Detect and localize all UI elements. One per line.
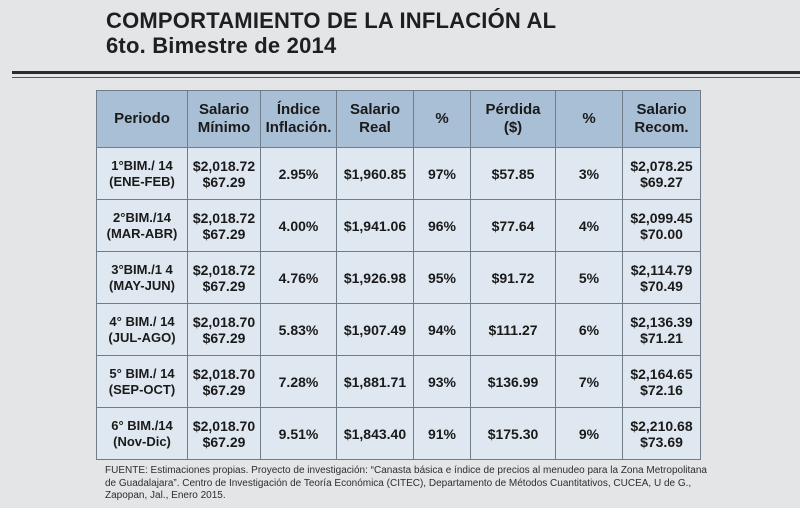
- cell-indice: 4.00%: [260, 199, 337, 252]
- cell-salario-real: $1,843.40: [336, 407, 414, 460]
- source-footnote: FUENTE: Estimaciones propias. Proyecto d…: [105, 465, 725, 503]
- cell-pct-real: 91%: [413, 407, 471, 460]
- cell-salario-recom: $2,136.39 $71.21: [622, 303, 701, 356]
- cell-salario-minimo: $2,018.70 $67.29: [187, 303, 261, 356]
- header-indice-inflacion: Índice Inflación.: [260, 90, 337, 148]
- cell-perdida: $111.27: [470, 303, 556, 356]
- cell-perdida: $91.72: [470, 251, 556, 304]
- cell-indice: 7.28%: [260, 355, 337, 408]
- header-periodo: Periodo: [96, 90, 188, 148]
- footnote-line-2: de Guadalajara”. Centro de Investigación…: [105, 477, 692, 489]
- cell-perdida: $175.30: [470, 407, 556, 460]
- cell-salario-minimo: $2,018.70 $67.29: [187, 407, 261, 460]
- header-pct-real: %: [413, 90, 471, 148]
- cell-pct-perdida: 9%: [555, 407, 623, 460]
- footnote-line-1: FUENTE: Estimaciones propias. Proyecto d…: [105, 465, 707, 476]
- cell-pct-perdida: 6%: [555, 303, 623, 356]
- cell-salario-recom: $2,164.65 $72.16: [622, 355, 701, 408]
- cell-indice: 5.83%: [260, 303, 337, 356]
- cell-salario-recom: $2,078.25 $69.27: [622, 147, 701, 200]
- header-salario-recom: Salario Recom.: [622, 90, 701, 148]
- cell-salario-real: $1,907.49: [336, 303, 414, 356]
- cell-salario-recom: $2,114.79 $70.49: [622, 251, 701, 304]
- cell-pct-perdida: 7%: [555, 355, 623, 408]
- header-pct-perdida: %: [555, 90, 623, 148]
- cell-pct-real: 93%: [413, 355, 471, 408]
- cell-periodo: 4° BIM./ 14 (JUL-AGO): [96, 303, 188, 356]
- cell-pct-real: 97%: [413, 147, 471, 200]
- cell-salario-real: $1,960.85: [336, 147, 414, 200]
- table-row: 5° BIM./ 14 (SEP-OCT) $2,018.70 $67.29 7.2…: [96, 355, 701, 408]
- cell-indice: 2.95%: [260, 147, 337, 200]
- cell-salario-real: $1,926.98: [336, 251, 414, 304]
- table-row: 4° BIM./ 14 (JUL-AGO) $2,018.70 $67.29 5.8…: [96, 303, 701, 356]
- cell-pct-perdida: 4%: [555, 199, 623, 252]
- cell-indice: 4.76%: [260, 251, 337, 304]
- header-salario-minimo: Salario Mínimo: [187, 90, 261, 148]
- inflation-table: Periodo Salario Mínimo Índice Inflación. S…: [96, 90, 701, 460]
- cell-salario-recom: $2,099.45 $70.00: [622, 199, 701, 252]
- cell-salario-minimo: $2,018.72 $67.29: [187, 147, 261, 200]
- title-divider-thin: [12, 77, 800, 78]
- footnote-line-3: Zapopan, Jal., Enero 2015.: [105, 490, 226, 501]
- cell-perdida: $57.85: [470, 147, 556, 200]
- table-header-row: Periodo Salario Mínimo Índice Inflación. S…: [96, 90, 701, 148]
- title-line-1: COMPORTAMIENTO DE LA INFLACIÓN AL: [106, 8, 557, 33]
- cell-indice: 9.51%: [260, 407, 337, 460]
- cell-salario-real: $1,881.71: [336, 355, 414, 408]
- title-line-2: 6to. Bimestre de 2014: [106, 33, 337, 58]
- cell-periodo: 1°BIM./ 14 (ENE-FEB): [96, 147, 188, 200]
- cell-periodo: 2°BIM./14 (MAR-ABR): [96, 199, 188, 252]
- cell-pct-real: 94%: [413, 303, 471, 356]
- cell-periodo: 5° BIM./ 14 (SEP-OCT): [96, 355, 188, 408]
- cell-salario-minimo: $2,018.72 $67.29: [187, 251, 261, 304]
- cell-pct-perdida: 5%: [555, 251, 623, 304]
- header-perdida: Pérdida ($): [470, 90, 556, 148]
- header-salario-real: Salario Real: [336, 90, 414, 148]
- cell-pct-real: 95%: [413, 251, 471, 304]
- cell-salario-minimo: $2,018.72 $67.29: [187, 199, 261, 252]
- cell-periodo: 6° BIM./14 (Nov-Dic): [96, 407, 188, 460]
- table-row: 6° BIM./14 (Nov-Dic) $2,018.70 $67.29 9.51…: [96, 407, 701, 460]
- cell-salario-real: $1,941.06: [336, 199, 414, 252]
- cell-salario-recom: $2,210.68 $73.69: [622, 407, 701, 460]
- table-row: 1°BIM./ 14 (ENE-FEB) $2,018.72 $67.29 2.95…: [96, 147, 701, 200]
- title-divider-thick: [12, 71, 800, 74]
- cell-pct-perdida: 3%: [555, 147, 623, 200]
- table-row: 3°BIM./1 4 (MAY-JUN) $2,018.72 $67.29 4.76…: [96, 251, 701, 304]
- cell-perdida: $77.64: [470, 199, 556, 252]
- cell-salario-minimo: $2,018.70 $67.29: [187, 355, 261, 408]
- page-title: COMPORTAMIENTO DE LA INFLACIÓN AL 6to. B…: [106, 8, 556, 58]
- cell-pct-real: 96%: [413, 199, 471, 252]
- table-row: 2°BIM./14 (MAR-ABR) $2,018.72 $67.29 4.00%…: [96, 199, 701, 252]
- cell-periodo: 3°BIM./1 4 (MAY-JUN): [96, 251, 188, 304]
- cell-perdida: $136.99: [470, 355, 556, 408]
